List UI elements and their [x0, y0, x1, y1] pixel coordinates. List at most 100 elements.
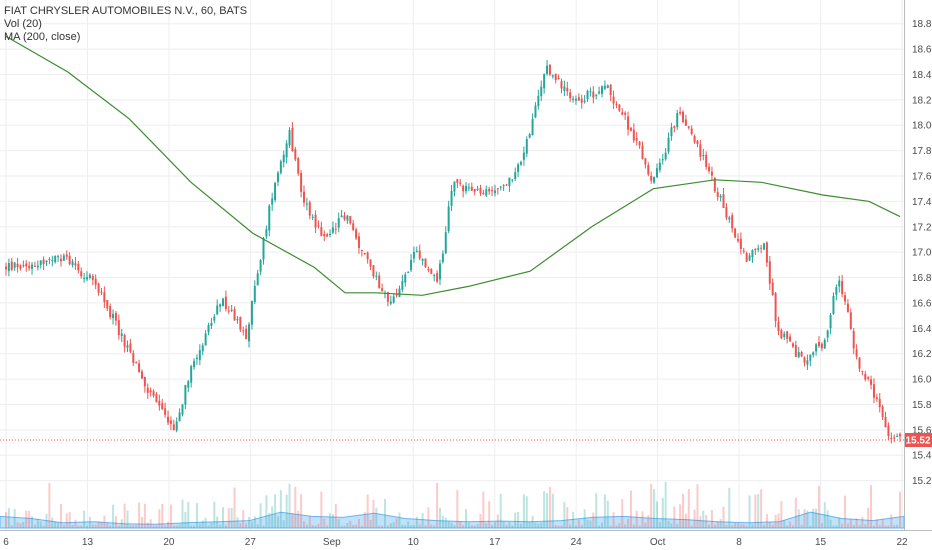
candle-body: [424, 258, 427, 268]
volume-bar: [265, 495, 268, 528]
volume-bar: [577, 519, 580, 528]
candle-body: [398, 288, 401, 297]
candle-body: [774, 293, 777, 322]
candle-body: [204, 333, 207, 346]
candle-body: [780, 330, 783, 339]
candle-body: [485, 189, 488, 196]
volume-bar: [881, 519, 884, 528]
candle-body: [684, 119, 687, 126]
candle-body: [5, 266, 7, 270]
volume-bar: [83, 510, 86, 528]
volume-bar: [517, 511, 520, 528]
volume-bar: [693, 509, 696, 528]
volume-bar: [505, 524, 508, 528]
volume-bar: [54, 521, 57, 528]
candle-body: [713, 178, 716, 192]
price-tick-label: 16.00: [912, 375, 932, 386]
price-tick-label: 15.60: [912, 425, 932, 436]
volume-bar: [696, 484, 699, 528]
volume-bar: [560, 525, 563, 528]
volume-bar: [531, 516, 534, 528]
volume-bar: [386, 525, 389, 528]
volume-bar: [493, 522, 496, 528]
candle-body: [893, 437, 896, 439]
volume-bar: [800, 524, 803, 528]
candle-body: [601, 86, 603, 94]
candle-body: [739, 238, 742, 249]
candle-body: [499, 186, 502, 188]
volume-bar: [100, 522, 103, 528]
candle-body: [673, 126, 676, 128]
candle-body: [870, 379, 873, 385]
volume-bar: [120, 519, 123, 528]
volume-bar: [334, 503, 337, 528]
candle-body: [450, 191, 453, 206]
volume-bar: [158, 509, 161, 528]
volume-bar: [221, 507, 224, 528]
volume-bar: [699, 516, 702, 528]
candle-body: [329, 233, 332, 236]
volume-bar: [496, 514, 499, 528]
candle-body: [632, 129, 635, 141]
volume-bar: [36, 518, 39, 528]
volume-bar: [870, 485, 873, 528]
candle-body: [59, 258, 62, 262]
volume-bar: [305, 524, 308, 528]
legend-symbol: FIAT CHRYSLER AUTOMOBILES N.V., 60, BATS: [4, 5, 248, 17]
volume-bar: [858, 525, 861, 528]
candle-body: [809, 354, 812, 361]
volume-bar: [294, 486, 297, 528]
volume-bar: [447, 521, 450, 528]
volume-bar: [823, 502, 826, 528]
candle-body: [355, 229, 358, 239]
volume-bar: [216, 516, 219, 528]
volume-bar: [783, 520, 786, 528]
volume-bar: [59, 503, 62, 528]
candle-body: [88, 274, 91, 278]
price-tick-label: 17.40: [912, 197, 932, 208]
price-tick-label: 16.20: [912, 349, 932, 360]
volume-bar: [722, 506, 725, 528]
volume-bar: [366, 494, 369, 528]
volume-bar: [673, 506, 676, 528]
volume-bar: [248, 517, 251, 528]
volume-bar: [742, 524, 745, 528]
candle-body: [453, 181, 456, 192]
candle-body: [395, 294, 398, 296]
candle-body: [592, 91, 595, 98]
candle-body: [829, 314, 832, 329]
legend-ma: MA (200, close): [4, 31, 81, 43]
time-tick-label: 8: [736, 537, 742, 548]
candle-body: [152, 391, 155, 396]
volume-bar: [557, 525, 560, 528]
volume-bar: [204, 517, 207, 528]
volume-bar: [181, 499, 184, 528]
volume-bar: [528, 521, 531, 528]
candle-body: [716, 192, 719, 197]
candle-body: [531, 119, 534, 136]
volume-bar: [80, 525, 83, 528]
candle-body: [120, 333, 123, 336]
volume-bar: [502, 521, 505, 528]
candle-body: [71, 261, 74, 266]
candle-body: [114, 313, 117, 321]
candle-body: [404, 274, 407, 283]
candle-body: [517, 164, 520, 172]
candle-body: [572, 98, 575, 100]
candle-body: [221, 298, 224, 307]
candle-body: [135, 362, 138, 364]
last-price-tag: [905, 433, 932, 447]
volume-bar: [786, 525, 789, 528]
candle-body: [444, 232, 447, 254]
volume-bar: [736, 523, 739, 528]
candle-body: [731, 215, 734, 229]
volume-bar: [140, 516, 143, 528]
candle-body: [693, 136, 696, 143]
chart-legend: FIAT CHRYSLER AUTOMOBILES N.V., 60, BATS…: [4, 5, 247, 44]
candle-body: [846, 303, 849, 313]
price-tick-label: 17.80: [912, 146, 932, 157]
candle-body: [528, 134, 531, 138]
candle-body: [447, 206, 450, 232]
volume-bar: [39, 521, 42, 528]
